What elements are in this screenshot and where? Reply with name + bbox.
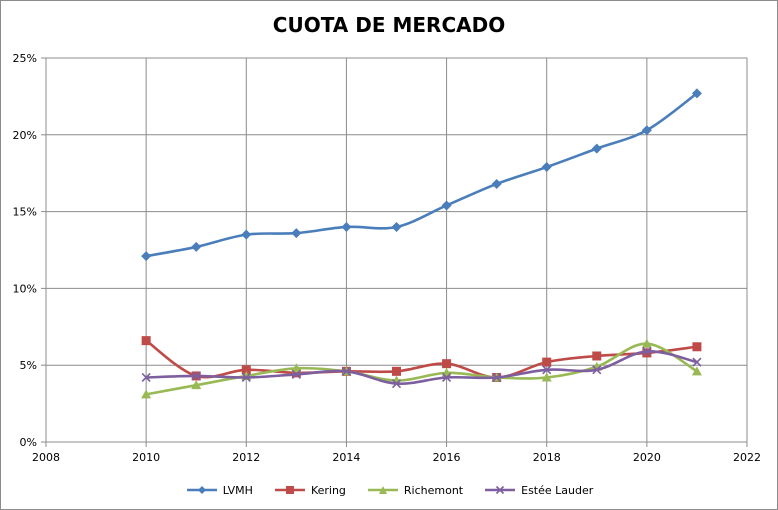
- data-point-kering: [542, 357, 552, 367]
- data-point-lvmh: [191, 241, 202, 252]
- y-tick-label: 15%: [13, 206, 37, 219]
- data-point-estee-lauder: [391, 379, 402, 389]
- legend-label: Estée Lauder: [521, 483, 594, 497]
- data-point-richemont: [541, 372, 552, 382]
- plot-area: 2008 2010 2012 2014 2016 2018 2020 2022 0% 5% 10% 1…: [13, 52, 761, 464]
- data-point-estee-lauder: [241, 372, 251, 383]
- data-point-estee-lauder: [642, 346, 652, 356]
- x-tick-label: 2010: [132, 451, 160, 464]
- data-point-estee-lauder: [542, 365, 552, 375]
- data-point-richemont: [641, 338, 652, 348]
- legend: LVMH Kering Richemont Estée Lauder: [1, 480, 777, 500]
- data-point-lvmh: [541, 162, 552, 173]
- legend-item: LVMH: [185, 484, 253, 497]
- data-point-lvmh: [491, 178, 502, 189]
- data-point-lvmh: [141, 251, 152, 262]
- data-point-lvmh: [291, 228, 302, 239]
- data-point-lvmh: [341, 221, 352, 232]
- data-point-estee-lauder: [592, 365, 602, 375]
- data-point-richemont: [291, 363, 302, 373]
- x-tick-label: 2020: [633, 451, 661, 464]
- data-point-estee-lauder: [141, 372, 151, 383]
- legend-swatch: [485, 485, 516, 495]
- data-point-lvmh: [591, 143, 602, 154]
- x-tick-label: 2014: [332, 451, 360, 464]
- y-tick-label: 20%: [13, 129, 37, 142]
- data-point-richemont: [191, 380, 202, 390]
- y-tick-label: 0%: [20, 436, 37, 449]
- legend-item: Kering: [273, 484, 346, 497]
- legend-label: Kering: [310, 483, 346, 497]
- legend-swatch: [186, 486, 217, 494]
- data-point-lvmh: [691, 88, 702, 99]
- data-point-kering: [442, 359, 452, 369]
- plot-border: [45, 57, 748, 443]
- data-point-kering: [592, 351, 602, 361]
- x-tick-label: 2022: [733, 451, 761, 464]
- x-tick-label: 2018: [533, 451, 561, 464]
- data-point-kering: [692, 342, 702, 352]
- data-point-estee-lauder: [291, 369, 301, 379]
- data-point-estee-lauder: [191, 371, 201, 381]
- data-point-lvmh: [441, 200, 452, 211]
- data-point-lvmh: [391, 221, 402, 232]
- data-point-estee-lauder: [692, 357, 702, 367]
- data-point-richemont: [691, 366, 702, 376]
- x-tick-label: 2012: [232, 451, 260, 464]
- data-point-estee-lauder: [492, 372, 502, 383]
- data-point-richemont: [141, 389, 152, 399]
- y-tick-label: 10%: [13, 282, 37, 295]
- data-point-lvmh: [641, 125, 652, 136]
- series-line-richemont: [145, 342, 698, 396]
- data-point-estee-lauder: [341, 366, 351, 376]
- y-tick-label: 25%: [13, 52, 37, 65]
- data-point-kering: [291, 368, 301, 378]
- chart-title: CUOTA DE MERCADO: [272, 13, 506, 37]
- data-point-kering: [141, 336, 151, 346]
- legend-label: Richemont: [403, 483, 464, 497]
- legend-swatch: [367, 486, 398, 494]
- series-line-lvmh: [145, 92, 698, 258]
- data-point-lvmh: [241, 229, 252, 240]
- data-point-kering: [642, 348, 652, 358]
- data-point-kering: [392, 366, 401, 376]
- legend-swatch: [274, 486, 305, 494]
- legend-item: Estée Lauder: [483, 484, 593, 497]
- x-tick-label: 2016: [433, 451, 461, 464]
- y-tick-label: 5%: [20, 359, 37, 372]
- legend-item: Richemont: [366, 484, 463, 497]
- legend-label: LVMH: [222, 483, 253, 497]
- data-point-estee-lauder: [442, 372, 452, 383]
- data-point-kering: [241, 365, 251, 375]
- x-tick-label: 2008: [32, 451, 60, 464]
- series-line-estee-lauder: [146, 350, 698, 386]
